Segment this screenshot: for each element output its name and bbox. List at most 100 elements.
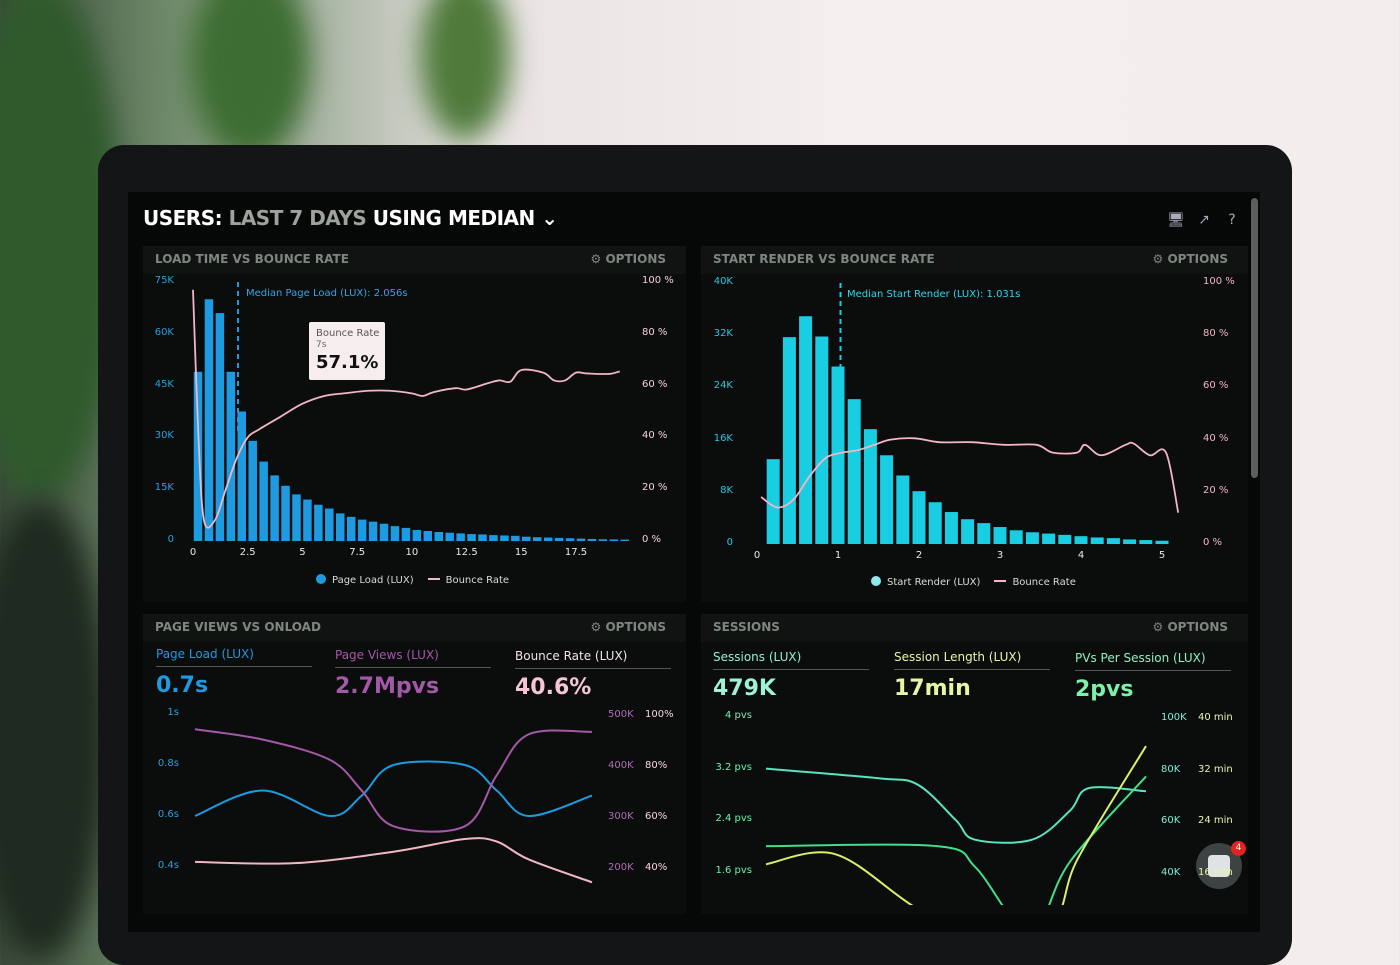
- chart-tooltip: Bounce Rate 7s 57.1%: [309, 322, 385, 380]
- histogram-bar[interactable]: [847, 399, 861, 544]
- histogram-bar[interactable]: [423, 530, 433, 541]
- histogram-bar[interactable]: [292, 494, 301, 541]
- histogram-bar[interactable]: [993, 527, 1007, 544]
- histogram-bar[interactable]: [248, 440, 257, 541]
- histogram-bar[interactable]: [1025, 532, 1039, 544]
- histogram-bar[interactable]: [270, 475, 279, 541]
- histogram-bar[interactable]: [325, 508, 334, 541]
- monitor-icon[interactable]: 🖥: [1167, 212, 1185, 228]
- histogram-bar[interactable]: [1155, 540, 1169, 544]
- series-line[interactable]: [194, 760, 593, 818]
- legend-item[interactable]: Page Load (LUX): [316, 574, 414, 586]
- histogram-bar[interactable]: [1090, 537, 1104, 544]
- histogram-bar[interactable]: [609, 539, 619, 541]
- histogram-bar[interactable]: [543, 537, 553, 541]
- options-button[interactable]: ⚙ OPTIONS: [1152, 252, 1228, 266]
- histogram-bar[interactable]: [977, 523, 991, 544]
- histogram-bar[interactable]: [215, 313, 225, 541]
- legend-item[interactable]: Start Render (LUX): [871, 576, 980, 588]
- bounce-rate-line[interactable]: [192, 289, 621, 529]
- histogram-bar[interactable]: [500, 535, 509, 541]
- histogram-bar[interactable]: [576, 538, 586, 541]
- legend-item[interactable]: Bounce Rate: [994, 577, 1076, 588]
- legend-item[interactable]: Bounce Rate: [427, 574, 510, 586]
- histogram-bar[interactable]: [522, 536, 531, 541]
- histogram-bar[interactable]: [1058, 534, 1072, 544]
- histogram-bar[interactable]: [445, 532, 454, 541]
- histogram-bar[interactable]: [912, 491, 926, 544]
- share-icon[interactable]: ↗: [1198, 212, 1210, 228]
- histogram-bar[interactable]: [368, 521, 378, 541]
- histogram-bar[interactable]: [346, 516, 356, 541]
- series-line[interactable]: [765, 775, 1147, 928]
- metric-page-views[interactable]: Page Views (LUX) 2.7Mpvs: [335, 648, 491, 699]
- histogram-bar[interactable]: [961, 519, 975, 544]
- histogram-bar[interactable]: [303, 499, 312, 541]
- help-icon[interactable]: ?: [1228, 212, 1236, 228]
- histogram-bar[interactable]: [467, 534, 476, 541]
- histogram-bar[interactable]: [782, 337, 796, 544]
- histogram-bar[interactable]: [390, 526, 400, 541]
- histogram-bar[interactable]: [863, 429, 877, 544]
- histogram-bar[interactable]: [379, 523, 389, 541]
- histogram-bar[interactable]: [1123, 539, 1137, 544]
- metric-pvs-per-session[interactable]: PVs Per Session (LUX) 2pvs: [1075, 651, 1231, 702]
- metric-page-load[interactable]: Page Load (LUX) 0.7s: [156, 647, 312, 698]
- histogram-bar[interactable]: [1074, 536, 1088, 544]
- histogram-bar[interactable]: [587, 538, 597, 541]
- histogram-bar[interactable]: [193, 371, 203, 541]
- options-button[interactable]: ⚙ OPTIONS: [590, 252, 666, 266]
- histogram-bar[interactable]: [766, 459, 780, 544]
- date-range[interactable]: LAST 7 DAYS: [228, 206, 367, 230]
- histogram-bar[interactable]: [281, 485, 290, 541]
- scrollbar[interactable]: [1251, 198, 1258, 478]
- histogram-bar[interactable]: [314, 504, 323, 541]
- histogram-bar[interactable]: [620, 539, 630, 541]
- metric-bounce-rate[interactable]: Bounce Rate (LUX) 40.6%: [515, 649, 671, 700]
- histogram-bar[interactable]: [554, 537, 564, 541]
- histogram-bar[interactable]: [478, 534, 487, 541]
- histogram-bar[interactable]: [532, 537, 542, 541]
- histogram-bar[interactable]: [489, 535, 498, 541]
- histogram-bar[interactable]: [401, 527, 411, 541]
- options-button[interactable]: ⚙ OPTIONS: [590, 620, 666, 634]
- metric-session-length[interactable]: Session Length (LUX) 17min: [894, 650, 1050, 701]
- metric-label: Session Length (LUX): [894, 650, 1050, 670]
- histogram-bar[interactable]: [357, 519, 367, 541]
- plant-leaf: [0, 500, 110, 960]
- histogram-bar[interactable]: [204, 299, 214, 541]
- legend-label: Bounce Rate: [445, 574, 510, 586]
- stat-selector[interactable]: MEDIAN: [447, 206, 535, 230]
- histogram-bar[interactable]: [1009, 530, 1023, 544]
- histogram-bar[interactable]: [412, 529, 422, 541]
- histogram-bar[interactable]: [1106, 538, 1120, 544]
- chevron-down-icon[interactable]: ⌄: [541, 206, 558, 230]
- histogram-bar[interactable]: [226, 371, 236, 541]
- histogram-bar[interactable]: [565, 538, 575, 541]
- histogram-bar[interactable]: [896, 475, 910, 544]
- histogram-bar[interactable]: [1139, 540, 1153, 544]
- series-line[interactable]: [765, 745, 1147, 933]
- y3-tick-label: 60%: [645, 811, 668, 822]
- page-title[interactable]: USERS: LAST 7 DAYS USING MEDIAN ⌄: [143, 206, 558, 230]
- histogram-bar[interactable]: [511, 535, 520, 541]
- histogram-bar[interactable]: [944, 512, 958, 544]
- series-line[interactable]: [194, 728, 593, 833]
- histogram-bar[interactable]: [259, 461, 268, 541]
- options-button[interactable]: ⚙ OPTIONS: [1152, 620, 1228, 634]
- bounce-rate-line[interactable]: [760, 437, 1180, 513]
- histogram-bar[interactable]: [336, 513, 345, 541]
- histogram-bar[interactable]: [880, 455, 894, 544]
- series-line[interactable]: [194, 837, 593, 884]
- y-tick-label: 2.4 pvs: [715, 813, 752, 825]
- histogram-bar[interactable]: [434, 532, 443, 541]
- histogram-bar[interactable]: [237, 411, 247, 542]
- histogram-bar[interactable]: [799, 316, 813, 544]
- histogram-bar[interactable]: [1042, 533, 1056, 544]
- series-line[interactable]: [765, 767, 1147, 844]
- histogram-bar[interactable]: [598, 539, 608, 541]
- metric-sessions[interactable]: Sessions (LUX) 479K: [713, 650, 869, 701]
- histogram-bar[interactable]: [815, 336, 829, 544]
- histogram-bar[interactable]: [928, 502, 942, 544]
- histogram-bar[interactable]: [456, 533, 465, 541]
